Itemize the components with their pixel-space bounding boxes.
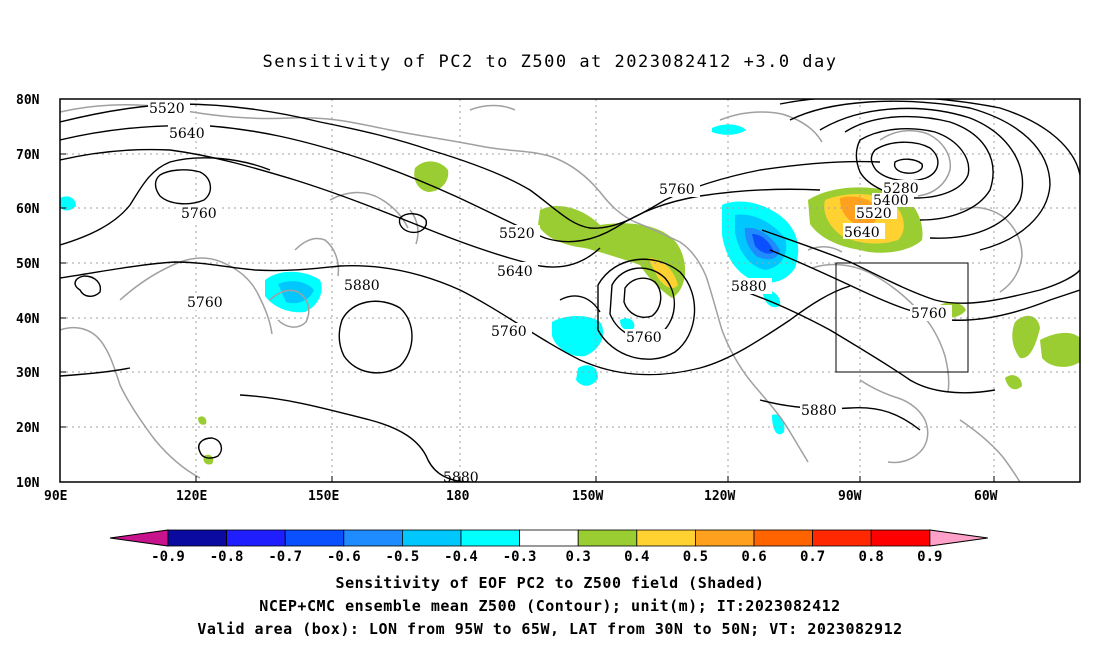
- colorbar-tick-label: -0.3: [503, 549, 537, 565]
- lon-label: 150E: [308, 489, 339, 504]
- contour-label: 5880: [443, 470, 479, 486]
- caption-line-3: Valid area (box): LON from 95W to 65W, L…: [197, 620, 903, 638]
- contour-label: 5760: [626, 330, 662, 346]
- lat-label: 60N: [16, 202, 40, 217]
- shade-positive-atlantic3: [1005, 375, 1022, 390]
- colorbar-tick-label: -0.9: [151, 549, 185, 565]
- lon-label: 90E: [44, 489, 67, 504]
- caption-line-2: NCEP+CMC ensemble mean Z500 (Contour); u…: [259, 597, 841, 615]
- contour-label: 5760: [187, 295, 223, 311]
- gridlines: [60, 99, 1080, 482]
- contour-label: 5640: [497, 264, 533, 280]
- colorbar-segment: [167, 529, 227, 547]
- colorbar-tick-label: 0.5: [683, 549, 708, 565]
- contour-label: 5760: [491, 324, 527, 340]
- colorbar-segment: [343, 529, 403, 547]
- lon-label: 120E: [176, 489, 207, 504]
- caption-line-1: Sensitivity of EOF PC2 to Z500 field (Sh…: [335, 574, 765, 592]
- colorbar-tick-label: -0.6: [327, 549, 361, 565]
- contour-labels: 5520 5640 5760 5760 5520 5640 5760 5880 …: [148, 99, 952, 486]
- colorbar-segment: [695, 529, 755, 547]
- contour-label: 5520: [856, 206, 892, 222]
- colorbar: [109, 529, 988, 547]
- lat-label: 20N: [16, 421, 40, 436]
- colorbar-segment: [870, 529, 931, 547]
- lon-label: 150W: [572, 489, 603, 504]
- shade-positive-alaska: [538, 205, 686, 298]
- contour-label: 5520: [149, 101, 185, 117]
- shade-negative-north: [712, 124, 746, 135]
- contour-label: 5760: [181, 206, 217, 222]
- tick-marks: [60, 98, 995, 483]
- colorbar-segment: [753, 529, 813, 547]
- colorbar-tick-label: -0.4: [444, 549, 478, 565]
- lon-label: 90W: [838, 489, 862, 504]
- lat-label: 10N: [16, 476, 40, 491]
- lat-label: 50N: [16, 257, 40, 272]
- shade-negative-pacific2: [576, 365, 598, 386]
- longitude-labels: 90E 120E 150E 180 150W 120W 90W 60W: [44, 489, 998, 504]
- lat-label: 80N: [16, 93, 40, 108]
- shade-negative-bc-deep: [752, 234, 774, 254]
- colorbar-segment: [812, 529, 872, 547]
- shade-positive-alaska-inner: [648, 258, 678, 289]
- colorbar-tick-label: 0.8: [859, 549, 884, 565]
- colorbar-segment: [284, 529, 345, 547]
- colorbar-tick-label: -0.8: [210, 549, 244, 565]
- colorbar-tick-label: 0.9: [917, 549, 942, 565]
- colorbar-segment: [460, 529, 520, 547]
- valid-area-box: [835, 262, 969, 373]
- latitude-labels: 80N 70N 60N 50N 40N 30N 20N 10N: [16, 93, 40, 491]
- shade-negative-pacific3: [620, 318, 635, 330]
- lat-label: 70N: [16, 148, 40, 163]
- lat-label: 30N: [16, 366, 40, 381]
- colorbar-segment: [577, 529, 638, 547]
- lat-label: 40N: [16, 312, 40, 327]
- colorbar-tick-label: -0.7: [268, 549, 302, 565]
- chart-title: Sensitivity of PC2 to Z500 at 2023082412…: [262, 52, 838, 72]
- shade-positive-atlantic2: [1040, 332, 1080, 367]
- colorbar-tick-label: 0.7: [800, 549, 825, 565]
- contour-label: 5640: [169, 126, 205, 142]
- z500-contours: [60, 99, 1080, 482]
- lon-label: 60W: [974, 489, 998, 504]
- contour-label: 5880: [801, 403, 837, 419]
- shade-negative-pacific: [552, 316, 604, 357]
- contour-label: 5760: [659, 182, 695, 198]
- contour-label: 5520: [499, 226, 535, 242]
- contour-label: 5760: [911, 306, 947, 322]
- colorbar-low-arrow: [109, 529, 169, 547]
- lon-label: 180: [446, 489, 470, 504]
- contour-label: 5640: [844, 225, 880, 241]
- colorbar-tick-label: -0.5: [386, 549, 420, 565]
- colorbar-tick-label: 0.6: [741, 549, 766, 565]
- colorbar-tick-label: 0.3: [566, 549, 591, 565]
- colorbar-tick-label: 0.4: [624, 549, 649, 565]
- shade-negative-west-edge: [60, 196, 76, 211]
- shade-positive-small-wp: [198, 416, 207, 425]
- colorbar-high-arrow: [929, 529, 988, 547]
- colorbar-segment: [226, 529, 286, 547]
- colorbar-labels: -0.9 -0.8 -0.7 -0.6 -0.5 -0.4 -0.3 0.3 0.4 0.5 0.6…: [151, 549, 942, 565]
- contour-label: 5880: [344, 278, 380, 294]
- map-frame: [59, 98, 1081, 483]
- shade-negative-oregon: [762, 289, 781, 308]
- shade-positive-atlantic1: [1012, 315, 1040, 359]
- contour-label: 5880: [731, 279, 767, 295]
- colorbar-segment: [519, 529, 579, 547]
- colorbar-segment: [401, 529, 462, 547]
- shade-positive-siberia: [414, 161, 449, 192]
- lon-label: 120W: [704, 489, 735, 504]
- colorbar-segment: [636, 529, 696, 547]
